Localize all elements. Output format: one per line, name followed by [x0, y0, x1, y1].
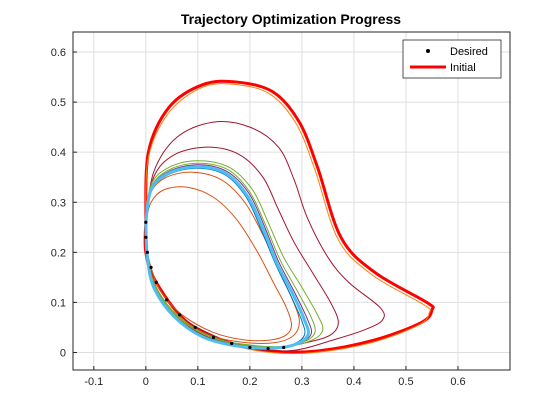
- series-line-2: [144, 121, 385, 352]
- desired-point: [145, 250, 149, 254]
- ticks: -0.1 0 0.1 0.2 0.3 0.4 0.5 0.6 0 0.1 0.2 0.3 0.4 0.5 0…: [51, 47, 466, 388]
- desired-point: [248, 345, 252, 350]
- series-line-6: [145, 160, 324, 348]
- desired-point: [266, 346, 270, 351]
- y-tick-label: 0.4: [51, 147, 66, 159]
- desired-point: [154, 280, 158, 284]
- desired-point: [193, 325, 197, 330]
- desired-point: [144, 235, 148, 239]
- series-line-0: [143, 79, 435, 354]
- desired-point: [165, 298, 169, 302]
- series-layer: [143, 79, 435, 355]
- desired-points-layer: [144, 220, 286, 351]
- series-line-4: [144, 186, 292, 342]
- desired-point: [149, 265, 153, 269]
- series-line-7: [145, 162, 316, 348]
- x-tick-label: -0.1: [84, 376, 103, 388]
- legend-label-desired: Desired: [450, 46, 488, 58]
- desired-point: [144, 220, 148, 224]
- desired-point: [211, 335, 216, 340]
- y-tick-label: 0.6: [51, 47, 66, 59]
- legend-label-initial: Initial: [450, 62, 476, 74]
- y-tick-label: 0.2: [51, 247, 66, 259]
- x-tick-label: 0.3: [294, 376, 309, 388]
- x-tick-label: 0.1: [190, 376, 205, 388]
- grid: [73, 32, 510, 370]
- legend-box: [402, 39, 502, 79]
- x-tick-label: 0.4: [346, 376, 361, 388]
- chart-title: Trajectory Optimization Progress: [181, 11, 401, 27]
- y-tick-label: 0: [60, 347, 66, 359]
- desired-point: [282, 345, 286, 350]
- desired-point: [178, 313, 182, 317]
- x-tick-label: 0.6: [450, 376, 465, 388]
- x-tick-label: 0.2: [242, 376, 257, 388]
- x-tick-label: 0.5: [398, 376, 413, 388]
- series-line-10: [144, 165, 310, 350]
- y-tick-label: 0.5: [51, 97, 66, 109]
- y-tick-label: 0.1: [51, 297, 66, 309]
- axes-box: [72, 31, 511, 371]
- y-tick-label: 0.3: [51, 197, 66, 209]
- legend-desired-marker: [426, 49, 430, 53]
- legend: Desired Initial: [402, 39, 502, 79]
- x-tick-label: 0: [143, 376, 149, 388]
- desired-point: [230, 341, 234, 346]
